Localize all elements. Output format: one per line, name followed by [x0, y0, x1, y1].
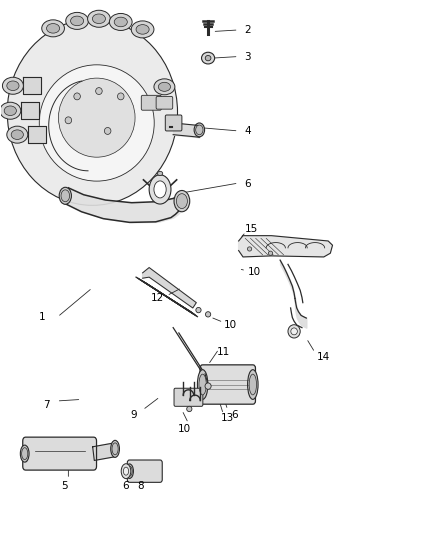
- Ellipse shape: [205, 312, 211, 317]
- Ellipse shape: [157, 171, 162, 175]
- Text: 8: 8: [137, 481, 144, 490]
- Text: 2: 2: [244, 25, 251, 35]
- Text: 6: 6: [231, 410, 237, 421]
- Ellipse shape: [111, 440, 120, 457]
- Text: 1: 1: [39, 312, 46, 322]
- FancyBboxPatch shape: [165, 115, 182, 131]
- Ellipse shape: [7, 126, 28, 143]
- Text: 11: 11: [217, 346, 230, 357]
- Ellipse shape: [0, 102, 21, 119]
- Text: 7: 7: [43, 400, 50, 410]
- Ellipse shape: [95, 87, 102, 94]
- Ellipse shape: [88, 10, 110, 27]
- FancyBboxPatch shape: [174, 388, 203, 406]
- Text: 5: 5: [61, 481, 67, 490]
- Ellipse shape: [3, 77, 23, 94]
- Ellipse shape: [74, 93, 81, 100]
- Ellipse shape: [42, 20, 64, 37]
- Ellipse shape: [39, 65, 154, 181]
- Text: 3: 3: [244, 52, 251, 61]
- Ellipse shape: [65, 117, 72, 124]
- FancyBboxPatch shape: [141, 95, 161, 110]
- Ellipse shape: [205, 55, 211, 61]
- Ellipse shape: [71, 16, 84, 26]
- Ellipse shape: [112, 443, 118, 455]
- Ellipse shape: [11, 130, 23, 140]
- Ellipse shape: [194, 123, 205, 137]
- Ellipse shape: [46, 23, 60, 33]
- Ellipse shape: [121, 464, 131, 479]
- Text: 10: 10: [177, 424, 191, 434]
- Ellipse shape: [177, 193, 187, 208]
- Ellipse shape: [114, 17, 127, 27]
- Polygon shape: [143, 268, 196, 308]
- Ellipse shape: [247, 247, 252, 251]
- Ellipse shape: [154, 79, 175, 95]
- Polygon shape: [93, 443, 115, 461]
- Ellipse shape: [7, 19, 177, 205]
- Ellipse shape: [131, 21, 154, 38]
- FancyBboxPatch shape: [23, 437, 96, 470]
- Text: 14: 14: [317, 352, 330, 362]
- Text: 4: 4: [244, 126, 251, 136]
- Ellipse shape: [92, 14, 106, 23]
- Ellipse shape: [126, 464, 134, 479]
- Ellipse shape: [136, 25, 149, 34]
- Ellipse shape: [201, 52, 215, 64]
- Ellipse shape: [199, 374, 206, 395]
- Text: 15: 15: [245, 224, 258, 235]
- Ellipse shape: [117, 93, 124, 100]
- Text: 6: 6: [122, 481, 128, 490]
- Text: 10: 10: [247, 267, 261, 277]
- Ellipse shape: [174, 190, 190, 212]
- Polygon shape: [239, 236, 332, 257]
- Ellipse shape: [205, 383, 211, 389]
- Ellipse shape: [21, 448, 28, 459]
- Ellipse shape: [59, 187, 71, 204]
- Ellipse shape: [154, 181, 166, 198]
- Ellipse shape: [58, 78, 135, 157]
- Ellipse shape: [291, 328, 297, 335]
- Ellipse shape: [66, 12, 88, 29]
- FancyBboxPatch shape: [156, 96, 173, 109]
- Ellipse shape: [110, 13, 132, 30]
- Text: 9: 9: [131, 410, 137, 421]
- Ellipse shape: [268, 251, 273, 255]
- Ellipse shape: [127, 466, 132, 476]
- Ellipse shape: [187, 406, 192, 411]
- Ellipse shape: [20, 445, 29, 462]
- Ellipse shape: [249, 374, 257, 395]
- Ellipse shape: [158, 82, 170, 91]
- Text: 10: 10: [223, 320, 237, 330]
- Ellipse shape: [7, 81, 19, 91]
- Text: 6: 6: [244, 179, 251, 189]
- Ellipse shape: [196, 125, 203, 135]
- Ellipse shape: [61, 190, 70, 202]
- Ellipse shape: [196, 308, 201, 313]
- Ellipse shape: [198, 370, 208, 399]
- Polygon shape: [23, 77, 41, 94]
- Ellipse shape: [149, 175, 171, 204]
- Ellipse shape: [288, 325, 300, 338]
- FancyBboxPatch shape: [127, 460, 162, 482]
- Ellipse shape: [104, 127, 111, 134]
- Polygon shape: [28, 126, 46, 143]
- Ellipse shape: [247, 370, 258, 399]
- Polygon shape: [21, 102, 39, 119]
- Ellipse shape: [124, 467, 129, 475]
- Text: 13: 13: [221, 413, 234, 423]
- Ellipse shape: [4, 106, 16, 116]
- Text: 12: 12: [151, 293, 165, 303]
- FancyBboxPatch shape: [200, 365, 255, 404]
